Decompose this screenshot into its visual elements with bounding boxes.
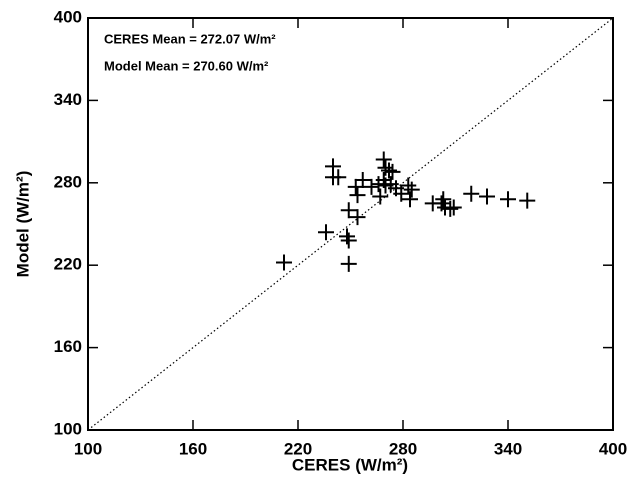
- y-tick-label: 100: [54, 419, 82, 438]
- y-tick-label: 280: [54, 172, 82, 191]
- point: [433, 195, 450, 212]
- point: [403, 181, 420, 198]
- point: [276, 254, 292, 271]
- point: [402, 191, 418, 208]
- y-tick-label: 220: [54, 255, 82, 274]
- x-tick-label: 220: [284, 439, 312, 458]
- point: [349, 209, 366, 226]
- point: [372, 188, 389, 205]
- point: [375, 151, 392, 168]
- point: [330, 169, 347, 186]
- point: [340, 255, 357, 272]
- point: [479, 188, 495, 205]
- x-tick-label: 100: [74, 439, 102, 458]
- x-tick-label: 280: [389, 439, 417, 458]
- point: [445, 199, 462, 216]
- point: [354, 172, 371, 189]
- y-tick-label: 400: [54, 7, 82, 26]
- x-tick-label: 160: [179, 439, 207, 458]
- point: [435, 191, 452, 208]
- plot-frame: [87, 17, 614, 431]
- point: [500, 191, 516, 208]
- diagonal: [87, 17, 614, 431]
- point: [347, 178, 364, 195]
- point: [519, 192, 536, 209]
- point: [384, 163, 401, 180]
- y-tick-label: 340: [54, 90, 82, 109]
- y-axis-label: Model (W/m²): [13, 171, 32, 278]
- point: [340, 202, 357, 219]
- point: [318, 224, 334, 241]
- x-tick-label: 340: [494, 439, 522, 458]
- point: [363, 178, 380, 195]
- point: [393, 185, 410, 202]
- x-tick-label: 400: [599, 439, 627, 458]
- point: [377, 159, 394, 176]
- point: [339, 228, 355, 245]
- y-tick-label: 160: [54, 337, 82, 356]
- point: [381, 162, 397, 179]
- point: [442, 200, 459, 217]
- point: [349, 187, 366, 204]
- point: [340, 232, 357, 249]
- annotation: CERES Mean = 272.07 W/m²: [104, 31, 276, 46]
- annotation: Model Mean = 270.60 W/m²: [104, 58, 269, 73]
- point: [463, 185, 480, 202]
- point: [400, 177, 417, 194]
- x-axis-label: CERES (W/m²): [292, 455, 408, 474]
